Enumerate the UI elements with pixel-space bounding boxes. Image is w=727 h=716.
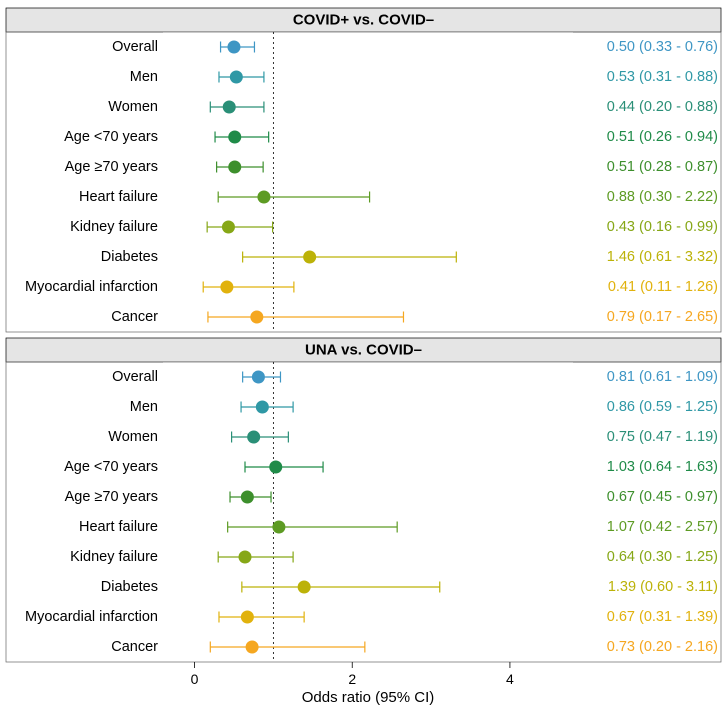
point-estimate	[241, 611, 254, 624]
point-estimate	[228, 131, 241, 144]
row-label: Heart failure	[79, 189, 158, 205]
point-estimate	[227, 41, 240, 54]
point-estimate	[269, 461, 282, 474]
value-label: 0.88 (0.30 - 2.22)	[607, 189, 718, 205]
value-label: 0.41 (0.11 - 1.26)	[608, 279, 718, 295]
row-label: Men	[130, 399, 158, 415]
row-label: Overall	[112, 39, 158, 55]
value-label: 0.64 (0.30 - 1.25)	[607, 549, 718, 565]
value-label: 0.51 (0.26 - 0.94)	[607, 129, 718, 145]
row-label: Diabetes	[101, 249, 158, 265]
row-label: Myocardial infarction	[25, 609, 158, 625]
point-estimate	[230, 71, 243, 84]
row-label: Kidney failure	[70, 549, 158, 565]
row-label: Heart failure	[79, 519, 158, 535]
row-label: Age <70 years	[64, 129, 158, 145]
point-estimate	[223, 101, 236, 114]
point-estimate	[239, 551, 252, 564]
value-label: 1.46 (0.61 - 3.32)	[607, 249, 718, 265]
value-label: 0.75 (0.47 - 1.19)	[607, 429, 718, 445]
value-label: 0.73 (0.20 - 2.16)	[607, 639, 718, 655]
point-estimate	[298, 581, 311, 594]
point-estimate	[252, 371, 265, 384]
value-label: 0.67 (0.45 - 0.97)	[607, 489, 718, 505]
value-label: 1.07 (0.42 - 2.57)	[607, 519, 718, 535]
axis-tick-label: 2	[348, 671, 356, 687]
axis-tick-label: 4	[506, 671, 514, 687]
value-label: 0.86 (0.59 - 1.25)	[607, 399, 718, 415]
value-label: 0.79 (0.17 - 2.65)	[607, 309, 718, 325]
value-label: 1.03 (0.64 - 1.63)	[607, 459, 718, 475]
point-estimate	[222, 221, 235, 234]
value-label: 0.81 (0.61 - 1.09)	[607, 369, 718, 385]
value-label: 0.51 (0.28 - 0.87)	[607, 159, 718, 175]
value-label: 1.39 (0.60 - 3.11)	[608, 579, 718, 595]
row-label: Men	[130, 69, 158, 85]
row-label: Kidney failure	[70, 219, 158, 235]
forest-plot: COVID+ vs. COVID– Overall 0.50 (0.33 - 0.7…	[0, 0, 727, 716]
point-estimate	[241, 491, 254, 504]
point-estimate	[303, 251, 316, 264]
row-label: Cancer	[111, 309, 158, 325]
panel-title: UNA vs. COVID–	[305, 342, 422, 359]
row-label: Age ≥70 years	[65, 489, 158, 505]
x-axis-title: Odds ratio (95% CI)	[302, 689, 435, 706]
row-label: Overall	[112, 369, 158, 385]
row-label: Myocardial infarction	[25, 279, 158, 295]
value-label: 0.67 (0.31 - 1.39)	[607, 609, 718, 625]
row-label: Women	[108, 99, 158, 115]
value-label: 0.43 (0.16 - 0.99)	[607, 219, 718, 235]
point-estimate	[256, 401, 269, 414]
point-estimate	[228, 161, 241, 174]
point-estimate	[246, 641, 259, 654]
point-estimate	[272, 521, 285, 534]
row-label: Women	[108, 429, 158, 445]
panel-title: COVID+ vs. COVID–	[293, 12, 434, 29]
row-label: Age <70 years	[64, 459, 158, 475]
row-label: Diabetes	[101, 579, 158, 595]
value-label: 0.44 (0.20 - 0.88)	[607, 99, 718, 115]
row-label: Cancer	[111, 639, 158, 655]
point-estimate	[247, 431, 260, 444]
value-label: 0.50 (0.33 - 0.76)	[607, 39, 718, 55]
value-label: 0.53 (0.31 - 0.88)	[607, 69, 718, 85]
point-estimate	[257, 191, 270, 204]
row-label: Age ≥70 years	[65, 159, 158, 175]
point-estimate	[250, 311, 263, 324]
axis-tick-label: 0	[191, 671, 199, 687]
point-estimate	[220, 281, 233, 294]
